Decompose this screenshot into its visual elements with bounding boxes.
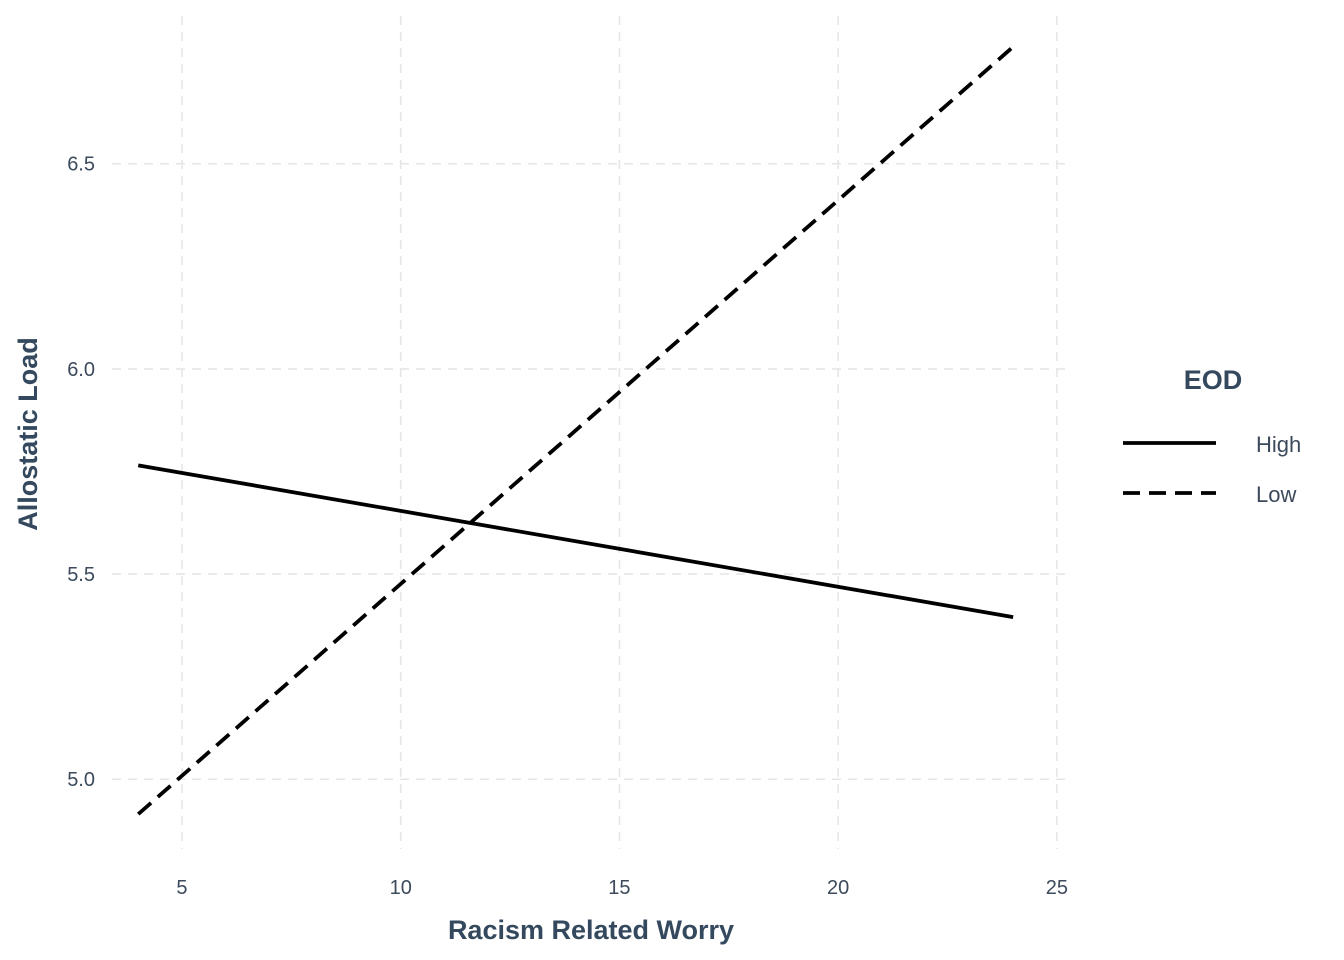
x-tick-label-20: 20 [827,877,849,899]
y-tick-label-6.0: 6.0 [67,359,95,381]
y-tick-label-6.5: 6.5 [67,154,95,176]
y-tick-label-5.5: 5.5 [67,564,95,586]
legend-label-high: High [1256,432,1301,457]
legend: EOD High Low [1123,365,1301,507]
y-axis-tick-labels: 5.0 5.5 6.0 6.5 [67,154,95,792]
legend-title: EOD [1184,365,1243,395]
series-lines [136,45,1015,816]
legend-label-low: Low [1256,482,1296,507]
y-axis-title: Allostatic Load [13,337,43,531]
x-tick-label-10: 10 [390,877,412,899]
x-tick-label-25: 25 [1046,877,1068,899]
y-tick-label-5.0: 5.0 [67,769,95,791]
legend-item-high: High [1123,432,1301,457]
x-tick-label-15: 15 [608,877,630,899]
x-axis-tick-labels: 5 10 15 20 25 [176,877,1068,899]
vertical-gridlines [181,16,1058,849]
legend-items: High Low [1123,432,1301,507]
legend-item-low: Low [1123,482,1296,507]
x-tick-label-5: 5 [176,877,187,899]
series-line-high [137,463,1014,620]
x-axis-title: Racism Related Worry [448,915,734,945]
horizontal-gridlines [112,162,1070,781]
series-line-low [136,45,1015,816]
